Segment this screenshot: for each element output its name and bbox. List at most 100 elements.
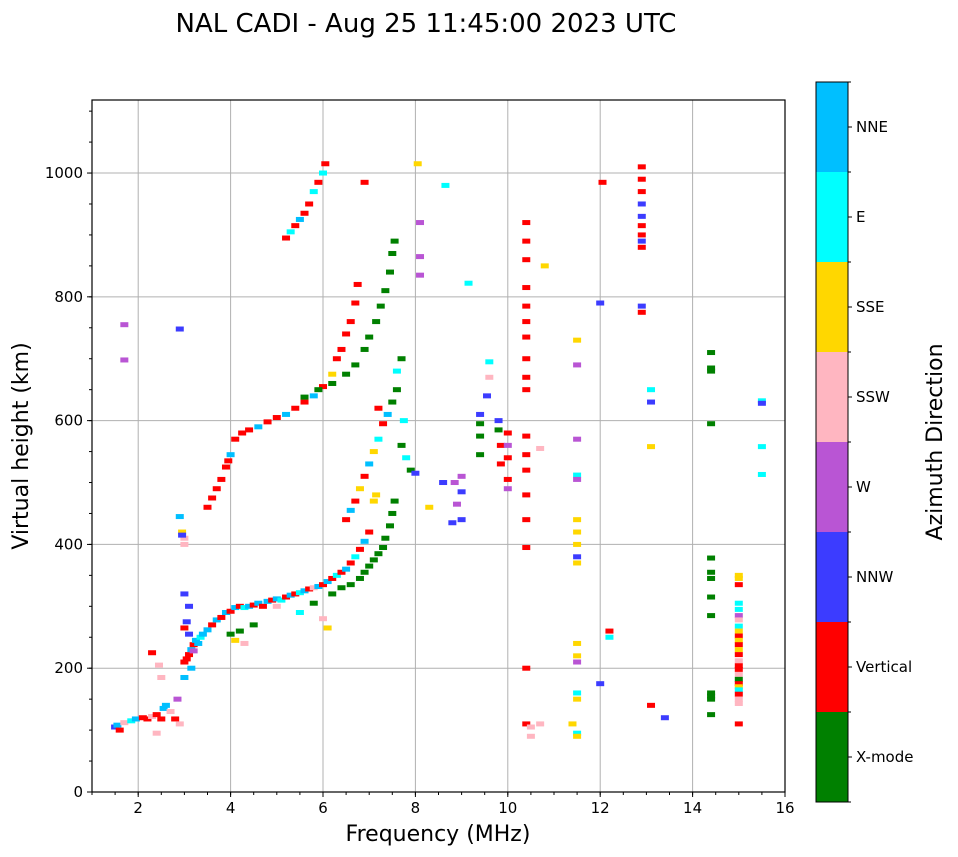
echo-point <box>328 575 337 581</box>
echo-point <box>369 498 378 504</box>
echo-point <box>522 433 531 439</box>
echo-point <box>707 365 716 371</box>
echo-point <box>496 442 505 448</box>
colorbar-tick-label: NNW <box>856 568 893 586</box>
echo-point <box>573 472 582 478</box>
echo-point <box>734 700 743 706</box>
echo-point <box>637 176 646 182</box>
echo-point <box>319 616 327 622</box>
echo-point <box>416 272 425 278</box>
echo-point <box>178 532 187 538</box>
y-tick-label: 1000 <box>45 164 83 182</box>
echo-point <box>360 346 369 352</box>
echo-point <box>734 633 743 639</box>
echo-point <box>573 337 582 343</box>
echo-point <box>568 721 577 727</box>
echo-point <box>734 691 743 697</box>
echo-point <box>596 681 605 687</box>
echo-point <box>707 575 716 581</box>
echo-point <box>208 495 217 501</box>
echo-point <box>707 693 716 699</box>
echo-point <box>526 724 535 730</box>
colorbar-tick-label: SSE <box>856 298 885 316</box>
echo-point <box>707 690 716 696</box>
echo-point <box>734 681 743 687</box>
grid-lines <box>92 100 785 792</box>
echo-point <box>637 223 646 229</box>
echo-point <box>245 427 254 433</box>
echo-point <box>238 430 247 436</box>
echo-point <box>231 436 240 442</box>
echo-point <box>263 598 272 604</box>
echo-point <box>249 602 258 608</box>
echo-point <box>351 554 360 560</box>
echo-point <box>573 554 582 560</box>
echo-point <box>707 421 716 427</box>
echo-point <box>376 303 385 309</box>
echo-point <box>397 442 406 448</box>
echo-point <box>194 640 203 646</box>
echo-point <box>337 346 346 352</box>
echo-point <box>734 600 743 606</box>
echo-point <box>182 619 191 625</box>
echo-point <box>286 592 295 598</box>
echo-point <box>180 591 189 597</box>
echo-point <box>647 387 656 393</box>
echo-point <box>305 586 314 592</box>
echo-point <box>212 617 221 623</box>
echo-point <box>734 687 743 693</box>
echo-point <box>208 622 217 628</box>
echo-point <box>180 625 189 631</box>
echo-point <box>332 572 341 578</box>
y-tick-label: 800 <box>54 288 83 306</box>
echo-point <box>157 674 166 680</box>
echo-point <box>346 560 355 566</box>
echo-point <box>734 623 743 629</box>
echo-point <box>323 625 332 631</box>
echo-point <box>127 718 136 724</box>
colorbar-tick-label: NNE <box>856 118 888 136</box>
echo-point <box>217 476 226 482</box>
echo-point <box>235 628 244 634</box>
y-tick-label: 0 <box>73 783 83 801</box>
echo-point <box>385 523 394 529</box>
echo-point <box>369 557 378 563</box>
echo-point <box>707 613 716 619</box>
echo-point <box>272 596 281 602</box>
echo-point <box>402 455 411 461</box>
echo-point <box>272 415 281 421</box>
echo-point <box>342 331 351 337</box>
echo-point <box>360 538 369 544</box>
echo-point <box>734 575 743 581</box>
echo-point <box>120 322 129 328</box>
azimuth-colorbar: X-mode Vertical NNW W SSW SSE E NNE <box>815 81 913 803</box>
echo-point <box>175 326 184 332</box>
echo-point <box>707 712 716 718</box>
echo-point <box>369 449 378 455</box>
echo-point <box>441 182 450 188</box>
echo-point <box>522 467 531 473</box>
echo-point <box>522 517 531 523</box>
echo-point <box>734 617 743 623</box>
colorbar-swatch <box>816 622 848 712</box>
echo-point <box>707 594 716 600</box>
echo-point <box>212 486 221 492</box>
echo-point <box>346 582 355 588</box>
echo-point <box>314 387 323 393</box>
echo-point <box>360 569 369 575</box>
echo-point <box>226 608 235 614</box>
echo-point <box>457 517 466 523</box>
echo-point <box>379 421 388 427</box>
echo-point <box>309 585 318 591</box>
x-axis-label: Frequency (MHz) <box>346 822 531 847</box>
echo-point <box>637 232 646 238</box>
colorbar-swatch <box>816 352 848 442</box>
echo-point <box>115 727 124 733</box>
echo-point <box>573 436 582 442</box>
echo-point <box>351 362 360 368</box>
x-tick-label: 10 <box>498 799 517 817</box>
echo-point <box>637 189 646 195</box>
echo-point <box>457 489 466 495</box>
echo-point <box>494 418 503 424</box>
y-axis-ticks: 0 200 400 600 800 1000 <box>45 110 92 801</box>
